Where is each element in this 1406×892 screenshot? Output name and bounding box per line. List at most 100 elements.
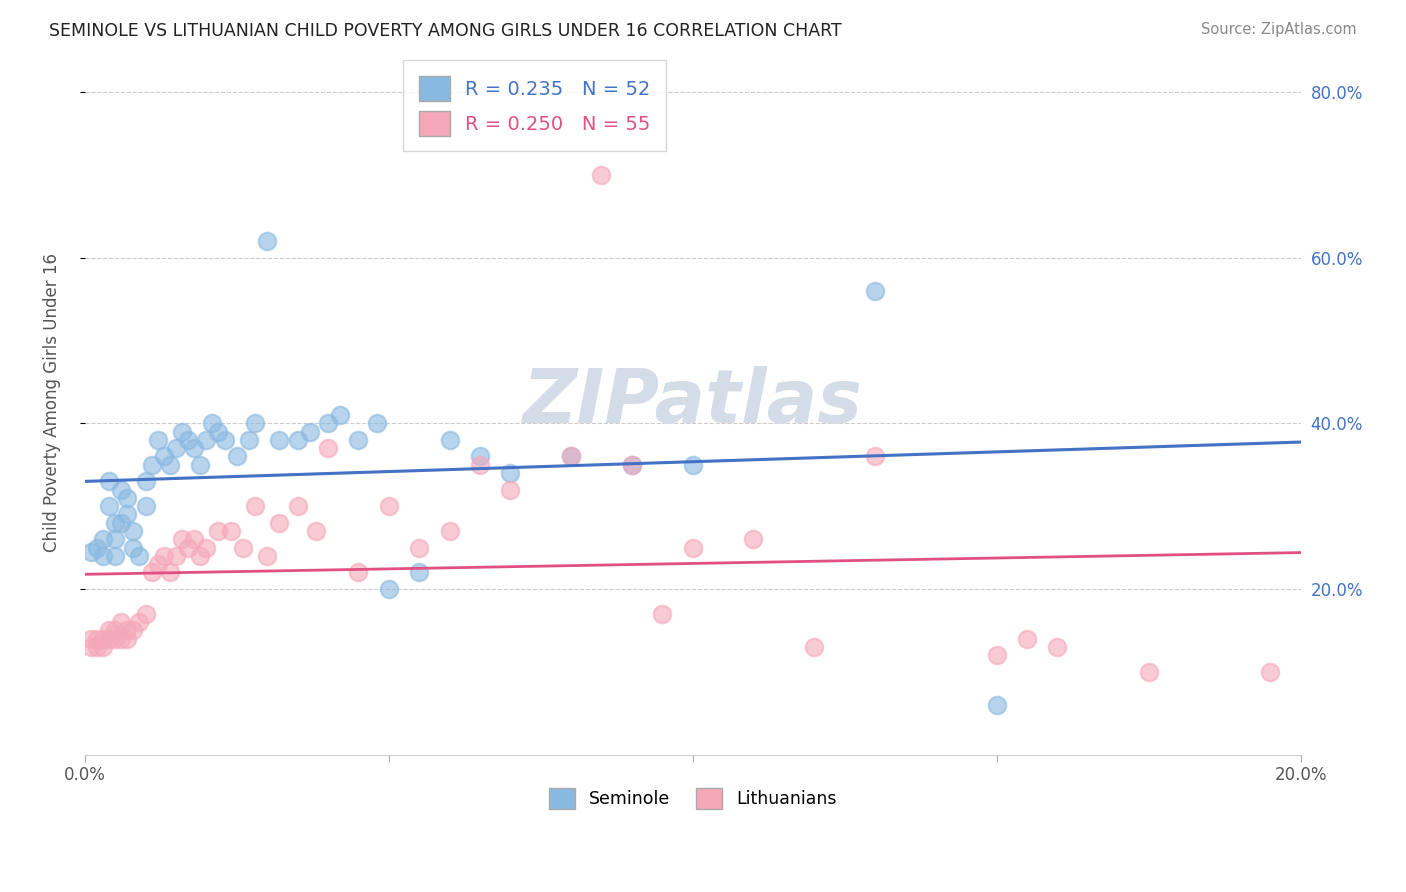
Point: [128, 549, 150, 563]
Point: [195, 433, 218, 447]
Point: [110, 632, 132, 646]
Point: [560, 450, 582, 464]
Point: [298, 425, 321, 439]
Point: [863, 284, 886, 298]
Point: [98, 624, 121, 638]
Point: [159, 566, 181, 580]
Point: [408, 541, 430, 555]
Point: [219, 524, 242, 538]
Point: [207, 425, 229, 439]
Point: [135, 475, 157, 489]
Point: [135, 607, 157, 621]
Point: [86, 632, 108, 646]
Point: [256, 234, 278, 248]
Point: [620, 458, 643, 472]
Point: [305, 524, 328, 538]
Point: [188, 549, 211, 563]
Point: [183, 441, 205, 455]
Point: [177, 433, 200, 447]
Point: [377, 499, 399, 513]
Point: [80, 632, 103, 646]
Point: [287, 499, 309, 513]
Point: [170, 425, 193, 439]
Point: [1258, 665, 1281, 679]
Point: [803, 640, 825, 654]
Point: [122, 541, 145, 555]
Point: [214, 433, 236, 447]
Point: [110, 483, 132, 497]
Point: [86, 541, 108, 555]
Point: [91, 640, 114, 654]
Point: [439, 524, 461, 538]
Point: [152, 450, 174, 464]
Point: [152, 549, 174, 563]
Point: [183, 533, 205, 547]
Point: [986, 648, 1008, 663]
Point: [591, 168, 613, 182]
Point: [170, 533, 193, 547]
Point: [377, 582, 399, 596]
Point: [104, 516, 127, 530]
Point: [135, 499, 157, 513]
Point: [408, 566, 430, 580]
Point: [287, 433, 309, 447]
Point: [104, 533, 127, 547]
Point: [110, 516, 132, 530]
Point: [188, 458, 211, 472]
Point: [122, 524, 145, 538]
Point: [682, 458, 704, 472]
Point: [117, 491, 139, 505]
Point: [98, 475, 121, 489]
Point: [80, 544, 103, 558]
Point: [468, 458, 491, 472]
Point: [104, 549, 127, 563]
Point: [269, 516, 291, 530]
Point: [225, 450, 247, 464]
Point: [117, 632, 139, 646]
Point: [86, 640, 108, 654]
Point: [742, 533, 765, 547]
Point: [110, 615, 132, 629]
Point: [863, 450, 886, 464]
Point: [347, 566, 370, 580]
Point: [91, 549, 114, 563]
Text: SEMINOLE VS LITHUANIAN CHILD POVERTY AMONG GIRLS UNDER 16 CORRELATION CHART: SEMINOLE VS LITHUANIAN CHILD POVERTY AMO…: [49, 22, 842, 40]
Point: [104, 624, 127, 638]
Point: [98, 632, 121, 646]
Point: [316, 441, 339, 455]
Point: [499, 466, 522, 480]
Legend: Seminole, Lithuanians: Seminole, Lithuanians: [541, 781, 844, 816]
Point: [146, 433, 169, 447]
Point: [243, 499, 266, 513]
Point: [329, 408, 352, 422]
Point: [560, 450, 582, 464]
Point: [499, 483, 522, 497]
Point: [256, 549, 278, 563]
Point: [165, 441, 187, 455]
Point: [80, 640, 103, 654]
Point: [104, 632, 127, 646]
Point: [243, 417, 266, 431]
Point: [195, 541, 218, 555]
Point: [141, 458, 163, 472]
Point: [269, 433, 291, 447]
Point: [141, 566, 163, 580]
Y-axis label: Child Poverty Among Girls Under 16: Child Poverty Among Girls Under 16: [44, 253, 60, 552]
Point: [620, 458, 643, 472]
Point: [986, 698, 1008, 712]
Point: [1015, 632, 1038, 646]
Point: [98, 499, 121, 513]
Point: [232, 541, 254, 555]
Point: [468, 450, 491, 464]
Point: [651, 607, 673, 621]
Point: [1046, 640, 1069, 654]
Point: [347, 433, 370, 447]
Point: [91, 632, 114, 646]
Text: ZIPatlas: ZIPatlas: [523, 366, 863, 439]
Point: [316, 417, 339, 431]
Point: [366, 417, 388, 431]
Point: [159, 458, 181, 472]
Point: [682, 541, 704, 555]
Point: [122, 624, 145, 638]
Text: Source: ZipAtlas.com: Source: ZipAtlas.com: [1201, 22, 1357, 37]
